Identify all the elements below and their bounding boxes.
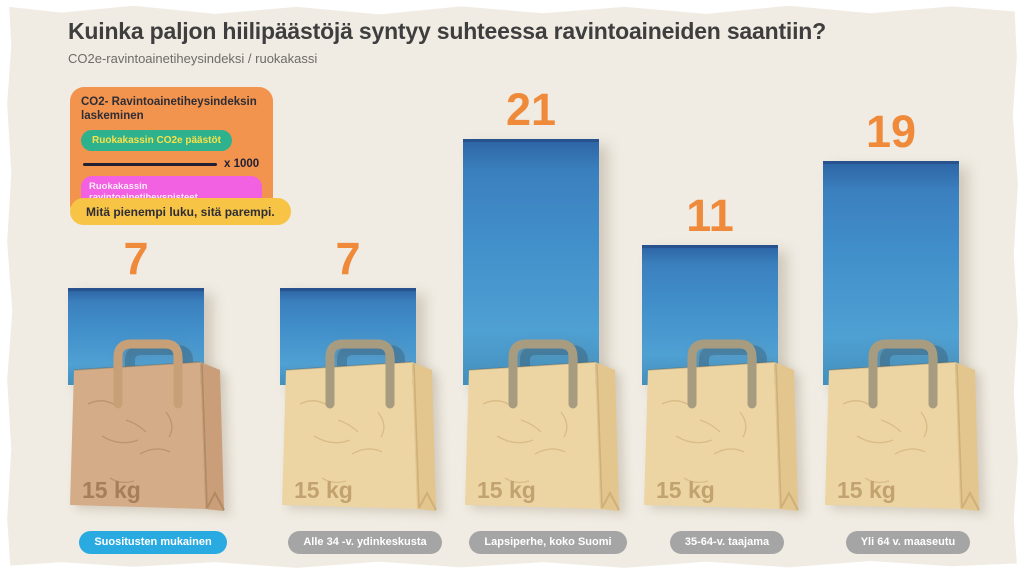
formula-numerator-pill: Ruokakassin CO2e päästöt: [81, 130, 232, 152]
bar-value-label: 21: [505, 84, 557, 136]
chart-column: 7 15 kg Alle 34 -v. ydinkesk: [265, 0, 455, 576]
bag-front: [70, 362, 205, 509]
grocery-bag-illustration: 15 kg: [465, 339, 620, 511]
bag-front: [282, 362, 417, 509]
bag-handle: [325, 339, 395, 409]
fraction-line: [83, 162, 217, 166]
bar-value-label: 7: [123, 232, 149, 284]
chart-column: 19 15 kg Yli 64 v. maaseutu: [808, 0, 998, 576]
formula-box: CO2- Ravintoainetiheysindeksin laskemine…: [70, 87, 273, 220]
bag-wrinkles: [299, 400, 385, 484]
bag-side-crease: [413, 363, 420, 509]
category-label-row: Yli 64 v. maaseutu: [808, 531, 1008, 554]
bag-side-crease: [956, 363, 963, 509]
category-label-pill: Yli 64 v. maaseutu: [845, 531, 971, 554]
handle-shadow: [125, 345, 193, 409]
bag-handle: [508, 339, 578, 409]
bag-bottom-chevron: [601, 490, 620, 511]
bag-side-crease: [775, 363, 782, 509]
bag-side-crease: [596, 363, 603, 509]
bag-side-crease: [201, 363, 208, 509]
chart-column: 11 15 kg 35-64-v. taajama: [627, 0, 817, 576]
category-label-row: Lapsiperhe, koko Suomi: [448, 531, 648, 554]
handle-shadow: [880, 345, 948, 409]
bag-weight-label: 15 kg: [656, 477, 715, 503]
formula-fraction-row: x 1000: [83, 158, 262, 170]
bag-bottom-chevron: [418, 490, 437, 511]
category-label-pill: Alle 34 -v. ydinkeskusta: [288, 531, 442, 554]
bag-front: [644, 362, 779, 509]
grocery-bag-illustration: 15 kg: [644, 339, 799, 511]
bag-handle: [868, 339, 938, 409]
handle-shadow: [337, 345, 405, 409]
formula-heading: CO2- Ravintoainetiheysindeksin laskemine…: [81, 96, 257, 122]
category-label-row: 35-64-v. taajama: [627, 531, 827, 554]
grocery-bag-illustration: 15 kg: [825, 339, 980, 511]
handle-shadow: [699, 345, 767, 409]
bag-bottom-chevron: [961, 490, 980, 511]
category-label-pill: Lapsiperhe, koko Suomi: [469, 531, 627, 554]
bag-wrinkles: [87, 400, 173, 484]
bag-bottom-chevron: [206, 490, 225, 511]
category-label-row: Suositusten mukainen: [53, 531, 253, 554]
page-subtitle: CO2e-ravintoainetiheysindeksi / ruokakas…: [68, 51, 318, 66]
category-label-pill: Suositusten mukainen: [79, 531, 227, 554]
chart-column: 7 15 kg Suositusten mukainen: [53, 0, 243, 576]
grocery-bag-illustration: 15 kg: [282, 339, 437, 511]
bag-handle: [113, 339, 183, 409]
bag-front: [465, 362, 600, 509]
note-pill: Mitä pienempi luku, sitä parempi.: [70, 198, 291, 225]
handle-shadow: [520, 345, 588, 409]
bag-handle: [687, 339, 757, 409]
formula-multiplier: x 1000: [224, 158, 260, 171]
bag-bottom-chevron: [780, 490, 799, 511]
bag-wrinkles: [842, 400, 928, 484]
bag-weight-label: 15 kg: [837, 477, 896, 503]
category-label-row: Alle 34 -v. ydinkeskusta: [265, 531, 465, 554]
bag-weight-label: 15 kg: [294, 477, 353, 503]
bar-value-label: 7: [335, 232, 361, 284]
bag-wrinkles: [482, 400, 568, 484]
bag-weight-label: 15 kg: [477, 477, 536, 503]
page-title: Kuinka paljon hiilipäästöjä syntyy suhte…: [68, 18, 826, 44]
bag-front: [825, 362, 960, 509]
grocery-bag-illustration: 15 kg: [70, 339, 225, 511]
chart-column: 21 15 kg Lapsiperhe, koko Su: [448, 0, 638, 576]
bag-weight-label: 15 kg: [82, 477, 141, 503]
bar-value-label: 11: [686, 190, 734, 242]
bar-value-label: 19: [865, 105, 917, 157]
bag-wrinkles: [661, 400, 747, 484]
category-label-pill: 35-64-v. taajama: [669, 531, 785, 554]
